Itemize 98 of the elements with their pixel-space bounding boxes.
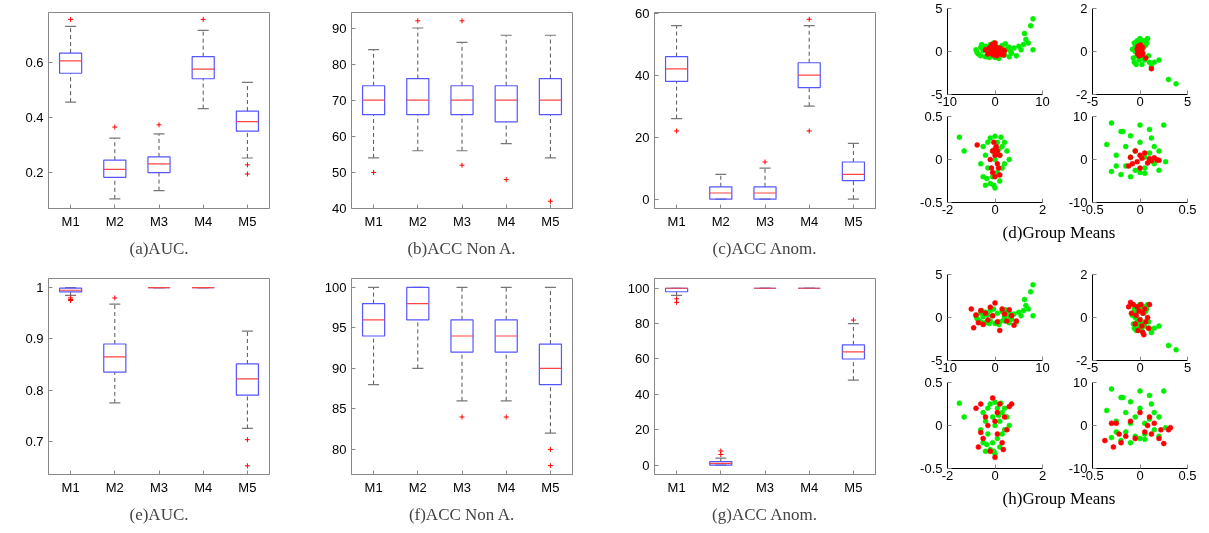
x-tick-label: M2: [408, 479, 427, 495]
x-tick-label: M1: [61, 479, 80, 495]
y-tick-label: 80: [332, 56, 347, 72]
y-tick-label: 60: [635, 351, 650, 367]
y-tick-label: 0.5: [924, 109, 943, 124]
y-tick-label: 5: [935, 1, 943, 16]
x-tick-label: M5: [844, 213, 863, 229]
text: (h)Group Means: [1002, 488, 1116, 510]
y-tick-label: 0: [935, 152, 943, 167]
y-tick-label: 0.9: [25, 331, 44, 347]
x-tick-label: 0.5: [1178, 201, 1197, 217]
y-tick-label: 2: [1080, 1, 1088, 16]
x-tick-label: 10: [1035, 93, 1050, 109]
x-tick-label: 0: [1136, 467, 1144, 483]
y-tick-label: 70: [332, 92, 347, 108]
x-tick-label: M3: [149, 479, 169, 495]
x-tick-label: 0: [991, 93, 999, 109]
x-tick-label: M4: [800, 213, 819, 229]
y-tick-label: 10: [1073, 109, 1088, 124]
y-tick-label: 40: [635, 67, 650, 83]
y-tick-label: 0.2: [25, 165, 44, 181]
x-tick-label: 0.5: [1178, 467, 1197, 483]
x-tick-label: M4: [194, 213, 213, 229]
text: (f)ACC Non A.: [408, 504, 515, 524]
y-tick-label: 40: [635, 386, 650, 402]
y-tick-label: 40: [332, 201, 347, 216]
x-tick-label: M4: [800, 479, 819, 495]
x-tick-label: 0: [1136, 93, 1144, 109]
y-tick-label: 5: [935, 267, 943, 282]
y-tick-label: 100: [627, 280, 650, 296]
x-tick-label: M3: [755, 479, 775, 495]
y-tick-label: 85: [332, 401, 347, 417]
y-tick-label: 0: [935, 44, 943, 59]
y-tick-label: 95: [332, 320, 347, 336]
x-tick-label: 0: [991, 359, 999, 375]
x-tick-label: M5: [541, 479, 560, 495]
x-tick-label: 0: [1136, 201, 1144, 217]
y-tick-label: 1: [36, 280, 44, 296]
x-tick-label: M5: [844, 479, 863, 495]
x-tick-label: 5: [1183, 93, 1192, 109]
y-tick-label: 60: [635, 5, 650, 21]
text: (d)Group Means: [1002, 222, 1116, 244]
x-tick-label: 10: [1035, 359, 1050, 375]
y-tick-label: 20: [635, 422, 650, 438]
x-tick-label: M2: [711, 479, 730, 495]
y-tick-label: 0: [1080, 310, 1088, 325]
x-tick-label: 2: [1038, 467, 1047, 483]
y-tick-label: 0.6: [25, 54, 44, 70]
y-tick-label: 0.4: [25, 109, 44, 125]
x-tick-label: M3: [452, 479, 472, 495]
y-tick-label: 100: [324, 279, 347, 295]
x-tick-label: M1: [364, 213, 383, 229]
y-tick-label: 0: [935, 310, 943, 325]
x-tick-label: M1: [364, 479, 383, 495]
x-tick-label: M1: [667, 213, 686, 229]
text: (g)ACC Anom.: [712, 504, 817, 524]
y-tick-label: 10: [1073, 375, 1088, 390]
y-tick-label: 0: [935, 418, 943, 433]
y-tick-label: 0.8: [25, 382, 44, 398]
x-tick-label: M1: [61, 213, 80, 229]
text: (e)AUC.: [129, 504, 189, 524]
y-tick-label: 20: [635, 129, 650, 145]
y-tick-label: 50: [332, 164, 347, 180]
y-tick-label: 0: [642, 457, 650, 473]
x-tick-label: M5: [541, 213, 560, 229]
y-tick-label: 0: [1080, 418, 1088, 433]
x-tick-label: M2: [711, 213, 730, 229]
x-tick-label: M4: [497, 213, 516, 229]
y-tick-label: 80: [332, 441, 347, 457]
y-tick-label: 0.5: [924, 375, 943, 390]
x-tick-label: 2: [1038, 201, 1047, 217]
x-tick-label: 5: [1183, 359, 1192, 375]
x-tick-label: 0: [991, 201, 999, 217]
x-tick-label: M2: [105, 479, 124, 495]
y-tick-label: 90: [332, 20, 347, 36]
x-tick-label: M3: [755, 213, 775, 229]
text: (a)AUC.: [129, 238, 189, 258]
x-tick-label: 0: [991, 467, 999, 483]
y-tick-label: 60: [332, 128, 347, 144]
x-tick-label: M4: [497, 479, 516, 495]
y-tick-label: 0: [1080, 152, 1088, 167]
y-tick-label: 0: [1080, 44, 1088, 59]
x-tick-label: M2: [408, 213, 427, 229]
text: (c)ACC Anom.: [712, 238, 817, 258]
y-tick-label: 0: [642, 191, 650, 207]
text: (b)ACC Non A.: [407, 238, 516, 258]
x-tick-label: M2: [105, 213, 124, 229]
x-tick-label: M5: [238, 213, 257, 229]
y-tick-label: 0.7: [25, 433, 44, 449]
y-tick-label: 90: [332, 360, 347, 376]
y-tick-label: 80: [635, 316, 650, 332]
x-tick-label: M4: [194, 479, 213, 495]
y-tick-label: 2: [1080, 267, 1088, 282]
x-tick-label: M3: [452, 213, 472, 229]
x-tick-label: M3: [149, 213, 169, 229]
x-tick-label: M5: [238, 479, 257, 495]
x-tick-label: 0: [1136, 359, 1144, 375]
x-tick-label: M1: [667, 479, 686, 495]
